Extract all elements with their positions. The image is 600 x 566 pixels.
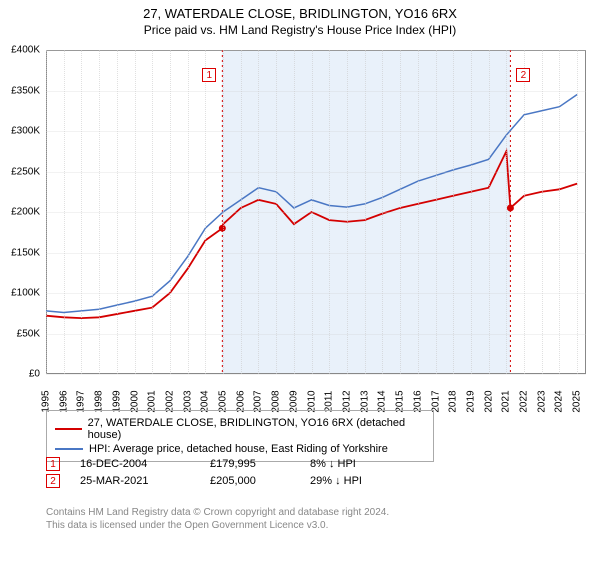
y-tick-label: £300K (11, 126, 40, 137)
footer-line2: This data is licensed under the Open Gov… (46, 519, 389, 532)
subtitle: Price paid vs. HM Land Registry's House … (0, 23, 600, 37)
sale-row: 1 16-DEC-2004£179,9958% ↓ HPI (46, 457, 362, 471)
x-tick-label: 2025 (572, 390, 583, 412)
x-tick-label: 2024 (554, 390, 565, 412)
sale-vs-hpi: 29% ↓ HPI (310, 475, 362, 487)
sale-row: 2 25-MAR-2021£205,00029% ↓ HPI (46, 474, 362, 488)
x-tick-label: 2018 (448, 390, 459, 412)
x-tick-label: 2022 (519, 390, 530, 412)
sale-marker: 1 (202, 68, 216, 82)
y-tick-label: £100K (11, 288, 40, 299)
legend-swatch (55, 428, 82, 430)
sale-index: 2 (46, 474, 60, 488)
price-chart: £0£50K£100K£150K£200K£250K£300K£350K£400… (46, 50, 586, 374)
y-tick-label: £400K (11, 45, 40, 56)
sales-table: 1 16-DEC-2004£179,9958% ↓ HPI 2 25-MAR-2021… (46, 454, 362, 491)
y-tick-label: £0 (29, 369, 40, 380)
x-tick-label: 2023 (536, 390, 547, 412)
y-tick-label: £200K (11, 207, 40, 218)
sale-index: 1 (46, 457, 60, 471)
y-tick-label: £250K (11, 166, 40, 177)
footer: Contains HM Land Registry data © Crown c… (46, 506, 389, 532)
y-tick-label: £350K (11, 85, 40, 96)
footer-line1: Contains HM Land Registry data © Crown c… (46, 506, 389, 519)
sale-date: 25-MAR-2021 (80, 475, 210, 487)
y-tick-label: £150K (11, 247, 40, 258)
x-tick-label: 2020 (483, 390, 494, 412)
x-tick-label: 2021 (501, 390, 512, 412)
legend-label: 27, WATERDALE CLOSE, BRIDLINGTON, YO16 6… (88, 417, 425, 441)
address-title: 27, WATERDALE CLOSE, BRIDLINGTON, YO16 6… (0, 6, 600, 21)
x-tick-label: 2019 (465, 390, 476, 412)
sale-price: £205,000 (210, 475, 310, 487)
y-tick-label: £50K (17, 328, 40, 339)
legend-swatch (55, 448, 83, 450)
legend-item: 27, WATERDALE CLOSE, BRIDLINGTON, YO16 6… (55, 417, 425, 441)
sale-price: £179,995 (210, 458, 310, 470)
sale-date: 16-DEC-2004 (80, 458, 210, 470)
sale-marker: 2 (516, 68, 530, 82)
sale-vs-hpi: 8% ↓ HPI (310, 458, 356, 470)
